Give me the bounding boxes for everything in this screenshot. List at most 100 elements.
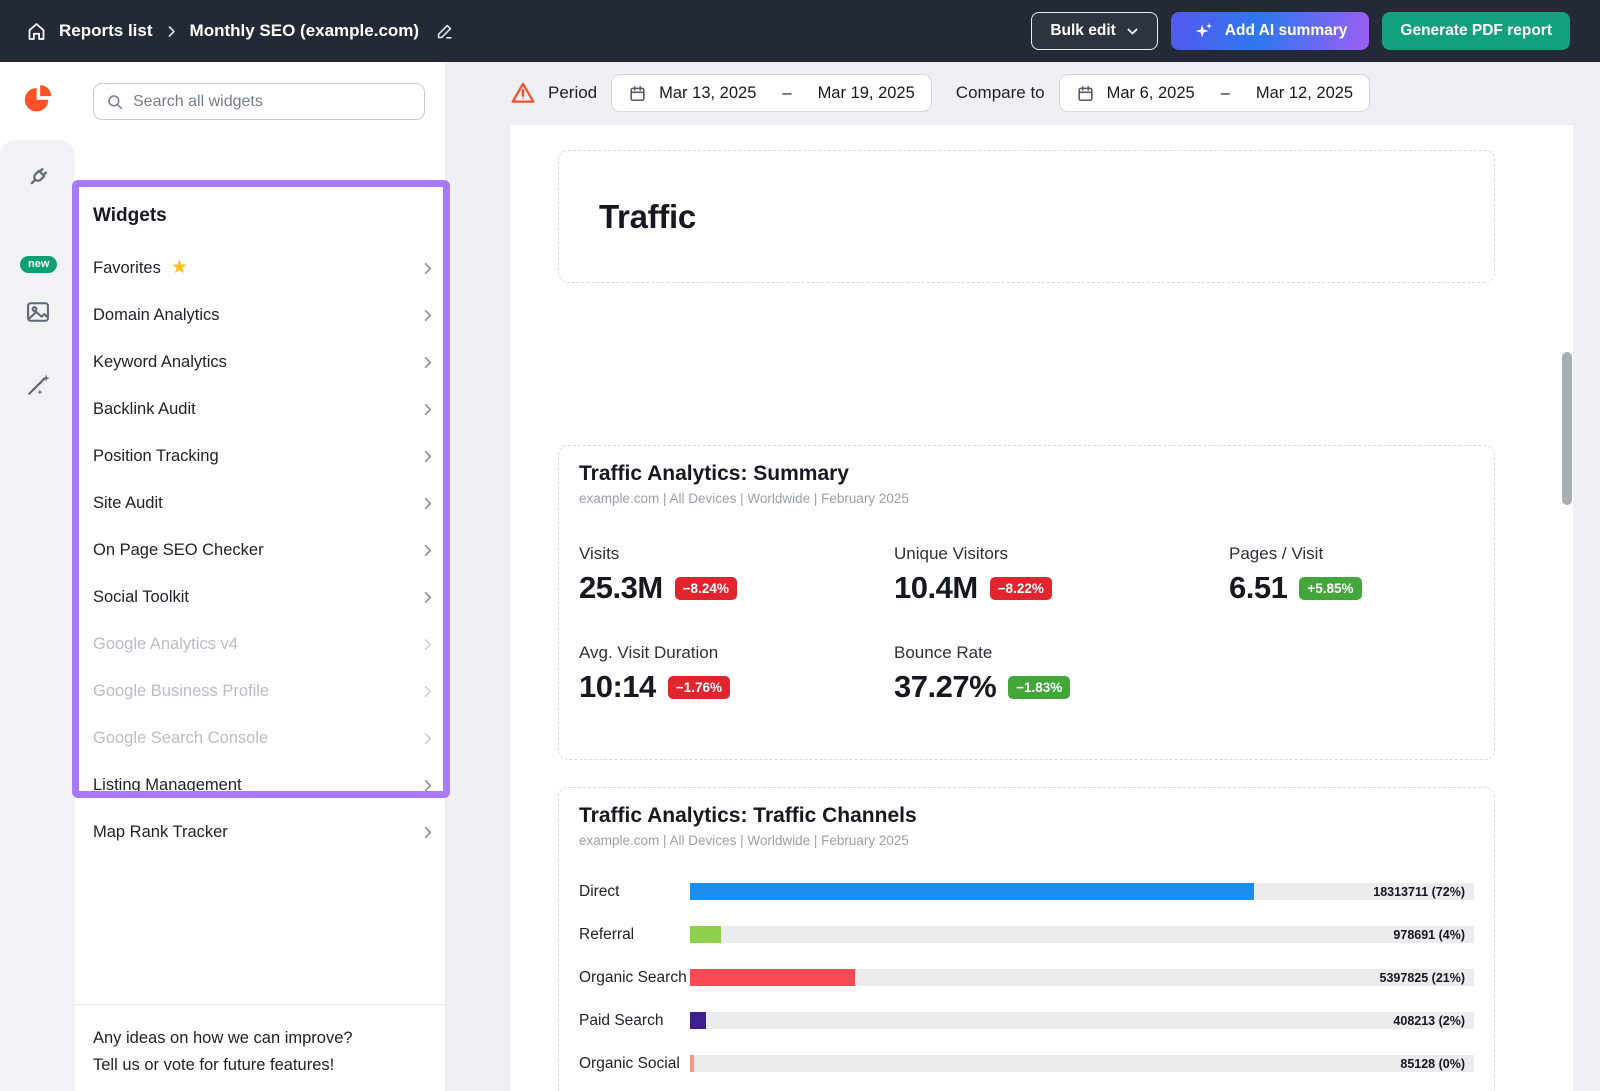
date-range-separator: – — [782, 83, 792, 102]
channel-value-label: 18313711 (72%) — [1373, 884, 1465, 899]
rail-item-magic-tools[interactable] — [0, 370, 75, 400]
bulk-edit-button[interactable]: Bulk edit — [1031, 12, 1158, 50]
report-canvas: Traffic Traffic Analytics: Summary examp… — [510, 125, 1573, 1091]
metric-label: Unique Visitors — [894, 544, 1009, 563]
calendar-icon — [628, 84, 647, 103]
channel-label: Referral — [579, 925, 635, 943]
widgets-sidebar: Widgets Favorites ★ Domain Analytics Keywor… — [75, 62, 446, 1091]
report-section-title: Traffic — [599, 197, 696, 235]
channel-bar-fill — [690, 926, 722, 943]
chevron-down-icon — [1126, 25, 1139, 38]
sidebar-item-label: Listing Management — [93, 776, 242, 794]
feedback-section: Any ideas on how we can improve? Tell us… — [75, 1004, 445, 1091]
period-label: Period — [548, 83, 598, 102]
sidebar-item-label: Google Analytics v4 — [93, 635, 238, 653]
channel-bar-chart: Direct 18313711 (72%) Referral 978691 (4%) O… — [579, 870, 1474, 1091]
sidebar-item-label: Backlink Audit — [93, 400, 196, 418]
period-start-date: Mar 13, 2025 — [659, 83, 757, 102]
sidebar-item[interactable]: Domain Analytics — [93, 292, 435, 339]
chevron-right-icon — [420, 825, 435, 840]
breadcrumb: Reports list Monthly SEO (example.com) — [26, 21, 454, 42]
metric-value: 6.51 — [1229, 570, 1288, 605]
metric: Avg. Visit Duration 10:14 −1.76% — [579, 643, 894, 705]
breadcrumb-reports-list[interactable]: Reports list — [59, 21, 153, 40]
channel-bar-fill — [690, 969, 855, 986]
sidebar-item-label: Position Tracking — [93, 447, 219, 465]
metric-delta-badge: −1.83% — [1008, 675, 1071, 699]
edit-pencil-icon[interactable] — [435, 22, 454, 41]
sidebar-item[interactable]: Backlink Audit — [93, 386, 435, 433]
sidebar-item: Google Business Profile — [93, 668, 435, 715]
chevron-right-icon — [420, 496, 435, 511]
rail-item-integrations[interactable] — [0, 162, 75, 192]
widget-subtitle: example.com | All Devices | Worldwide | … — [579, 491, 909, 506]
sidebar-item[interactable]: Listing Management — [93, 762, 435, 809]
sidebar-item[interactable]: Social Toolkit — [93, 574, 435, 621]
channel-row: Referral 978691 (4%) — [579, 913, 1474, 956]
chevron-right-icon — [420, 731, 435, 746]
rail-item-images[interactable] — [0, 298, 75, 326]
channel-bar-fill — [690, 883, 1255, 900]
metric-delta-badge: −1.76% — [667, 675, 730, 699]
sidebar-item: Google Search Console — [93, 715, 435, 762]
channel-bar-track: 18313711 (72%) — [690, 883, 1474, 900]
pie-chart-icon — [21, 82, 55, 116]
chevron-right-icon — [420, 637, 435, 652]
channel-bar-track: 978691 (4%) — [690, 926, 1474, 943]
metric-delta-badge: +5.85% — [1299, 576, 1362, 600]
sidebar-item[interactable]: On Page SEO Checker — [93, 527, 435, 574]
sidebar-item[interactable]: Site Audit — [93, 480, 435, 527]
metric-label: Visits — [579, 544, 620, 563]
sidebar-item[interactable]: Favorites ★ — [93, 245, 435, 292]
compare-start-date: Mar 6, 2025 — [1106, 83, 1195, 102]
sidebar-item-label: Keyword Analytics — [93, 353, 227, 371]
compare-end-date: Mar 12, 2025 — [1255, 83, 1354, 102]
channel-label: Organic Social — [579, 1054, 680, 1072]
sidebar-item[interactable]: Map Rank Tracker — [93, 809, 435, 856]
widget-search[interactable] — [93, 83, 425, 120]
channel-value-label: 978691 (4%) — [1393, 927, 1465, 942]
widget-title: Traffic Analytics: Summary — [579, 462, 849, 485]
calendar-icon — [1076, 84, 1095, 103]
home-icon[interactable] — [26, 21, 47, 42]
channel-bar-track: 408213 (2%) — [690, 1012, 1474, 1029]
plug-icon — [23, 162, 53, 192]
sidebar-item[interactable]: Position Tracking — [93, 433, 435, 480]
rail-item-reports[interactable] — [0, 82, 75, 116]
sidebar-item[interactable]: Keyword Analytics — [93, 339, 435, 386]
channel-value-label: 408213 (2%) — [1393, 1013, 1465, 1028]
feedback-text: Any ideas on how we can improve? Tell us… — [93, 1025, 427, 1079]
metric: Bounce Rate 37.27% −1.83% — [894, 643, 1229, 705]
channel-row: Organic Social 85128 (0%) — [579, 1042, 1474, 1085]
period-date-range[interactable]: Mar 13, 2025 – Mar 19, 2025 — [611, 74, 932, 112]
metric-label: Avg. Visit Duration — [579, 643, 719, 662]
sidebar-item-label: Social Toolkit — [93, 588, 189, 606]
traffic-summary-widget[interactable]: Traffic Analytics: Summary example.com |… — [558, 445, 1495, 760]
rail-tools-panel: new — [0, 140, 75, 1091]
channel-row: Paid Search 408213 (2%) — [579, 999, 1474, 1042]
widget-title: Traffic Analytics: Traffic Channels — [579, 804, 917, 827]
favorite-star-icon: ★ — [170, 257, 188, 278]
chevron-right-icon — [420, 449, 435, 464]
metric-delta-badge: −8.22% — [989, 576, 1052, 600]
chevron-right-icon — [420, 261, 435, 276]
channel-value-label: 85128 (0%) — [1400, 1056, 1465, 1071]
traffic-channels-widget[interactable]: Traffic Analytics: Traffic Channels exam… — [558, 787, 1495, 1091]
metric-value: 10:14 — [579, 669, 656, 704]
generate-pdf-button[interactable]: Generate PDF report — [1382, 12, 1570, 50]
metric-label: Bounce Rate — [894, 643, 993, 662]
compare-date-range[interactable]: Mar 6, 2025 – Mar 12, 2025 — [1058, 74, 1371, 112]
channel-bar-fill — [690, 1012, 706, 1029]
metric: Pages / Visit 6.51 +5.85% — [1229, 544, 1474, 606]
chevron-right-icon — [420, 684, 435, 699]
sidebar-item-label: Domain Analytics — [93, 306, 220, 324]
search-input[interactable] — [133, 92, 412, 111]
scrollbar-thumb[interactable] — [1562, 352, 1572, 505]
add-ai-summary-button[interactable]: Add AI summary — [1170, 12, 1370, 50]
channel-row: Direct 18313711 (72%) — [579, 870, 1474, 913]
compare-to-label: Compare to — [955, 83, 1045, 102]
title-widget[interactable]: Traffic — [558, 150, 1495, 283]
search-icon — [106, 93, 124, 111]
feedback-line1: Any ideas on how we can improve? — [93, 1029, 353, 1047]
chevron-right-icon — [420, 355, 435, 370]
